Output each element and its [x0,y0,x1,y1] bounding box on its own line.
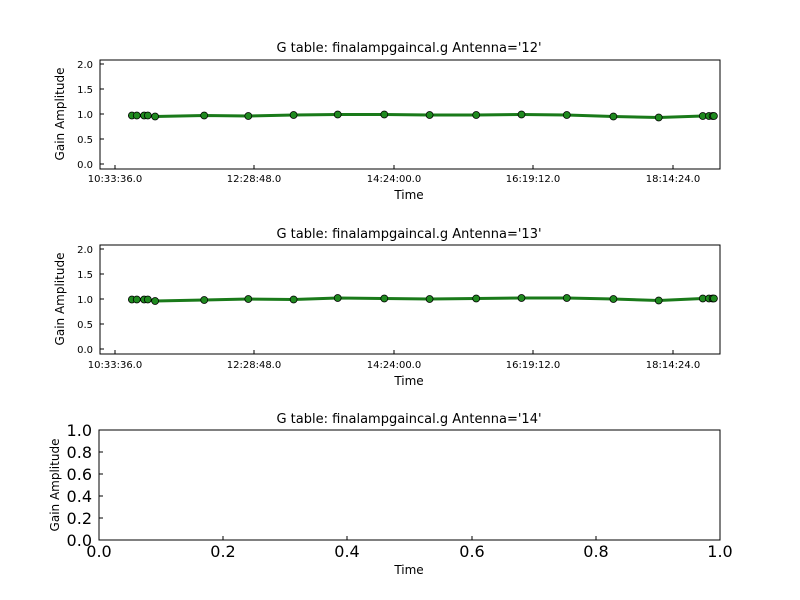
data-point [151,297,160,305]
data-point [333,294,342,302]
series-layer [127,110,718,122]
data-point [472,111,481,119]
data-point [289,295,298,304]
y-tick-label: 0.6 [67,465,92,484]
x-tick-label: 14:24:00.0 [367,360,421,371]
y-tick-label: 0.0 [67,531,92,550]
y-axis-label: Gain Amplitude [48,439,62,532]
data-point [143,295,152,304]
chart-title: G table: finalampgaincal.g Antenna='14' [276,412,541,427]
data-point [289,111,298,119]
x-tick-label: 0.2 [210,542,235,561]
data-point [244,295,253,303]
y-tick-label: 0.0 [77,345,93,356]
x-axis-label: Time [393,563,423,577]
x-tick-label: 0.6 [459,542,484,561]
x-tick-label: 12:28:48.0 [227,360,281,371]
chart-title: G table: finalampgaincal.g Antenna='12' [276,41,541,56]
y-tick-label: 1.5 [77,270,93,281]
x-axis-label: Time [393,188,423,202]
y-axis-ticks: 0.0 0.5 1.0 1.5 2.0 [77,245,104,356]
data-point [200,296,209,304]
y-axis-label: Gain Amplitude [53,68,67,161]
chart-title: G table: finalampgaincal.g Antenna='13' [276,227,541,242]
panel-antenna-13: G table: finalampgaincal.g Antenna='13' … [53,227,721,388]
data-point [425,111,434,119]
y-tick-label: 1.0 [77,110,93,121]
data-point [710,112,718,120]
data-point [244,112,253,120]
data-point [132,295,141,304]
data-point [654,296,663,305]
plot-area [98,429,721,541]
x-tick-label: 0.4 [334,542,359,561]
x-tick-label: 0.0 [86,542,111,561]
x-tick-label: 18:14:24.0 [646,360,700,371]
x-axis-ticks: 10:33:36.0 12:28:48.0 14:24:00.0 16:19:1… [88,165,700,185]
series-layer [127,294,718,305]
panel-antenna-12: G table: finalampgaincal.g Antenna='12' … [53,41,721,202]
data-point [710,294,718,303]
x-tick-label: 10:33:36.0 [88,174,142,185]
y-tick-label: 1.5 [77,85,93,96]
x-tick-label: 16:19:12.0 [506,360,560,371]
x-tick-label: 1.0 [707,542,732,561]
y-tick-label: 1.0 [77,295,93,306]
y-tick-label: 2.0 [77,60,93,71]
y-axis-ticks: 0.0 0.5 1.0 1.5 2.0 [77,60,104,171]
x-axis-ticks: 10:33:36.0 12:28:48.0 14:24:00.0 16:19:1… [88,350,700,371]
x-tick-label: 16:19:12.0 [506,174,560,185]
x-axis-ticks: 0.0 0.2 0.4 0.6 0.8 1.0 [86,536,733,561]
data-point [562,111,571,119]
x-axis-label: Time [393,374,423,388]
y-tick-label: 0.2 [67,509,92,528]
data-point [143,111,152,120]
x-tick-label: 18:14:24.0 [646,174,700,185]
data-point [425,295,434,303]
y-tick-label: 2.0 [77,245,93,256]
y-axis-label: Gain Amplitude [53,253,67,346]
data-point [380,294,389,303]
data-point [200,111,209,120]
x-tick-label: 10:33:36.0 [88,360,142,371]
data-point [132,111,141,120]
data-point [333,110,342,119]
x-tick-label: 12:28:48.0 [227,174,281,185]
x-tick-label: 0.8 [583,542,608,561]
y-tick-label: 1.0 [67,421,92,440]
data-point [609,295,618,303]
data-point [517,110,526,119]
data-point [654,113,663,122]
data-point [562,294,571,302]
data-point [609,112,618,121]
data-point [517,294,526,302]
x-tick-label: 14:24:00.0 [367,174,421,185]
y-tick-label: 0.8 [67,443,92,462]
data-point [380,110,389,119]
y-tick-label: 0.5 [77,135,93,146]
data-point [472,294,481,303]
y-tick-label: 0.4 [67,487,92,506]
y-tick-label: 0.0 [77,160,93,171]
y-tick-label: 0.5 [77,320,93,331]
data-point [151,112,160,121]
panel-antenna-14: G table: finalampgaincal.g Antenna='14' … [48,412,733,577]
y-axis-ticks: 0.0 0.2 0.4 0.6 0.8 1.0 [67,421,103,550]
